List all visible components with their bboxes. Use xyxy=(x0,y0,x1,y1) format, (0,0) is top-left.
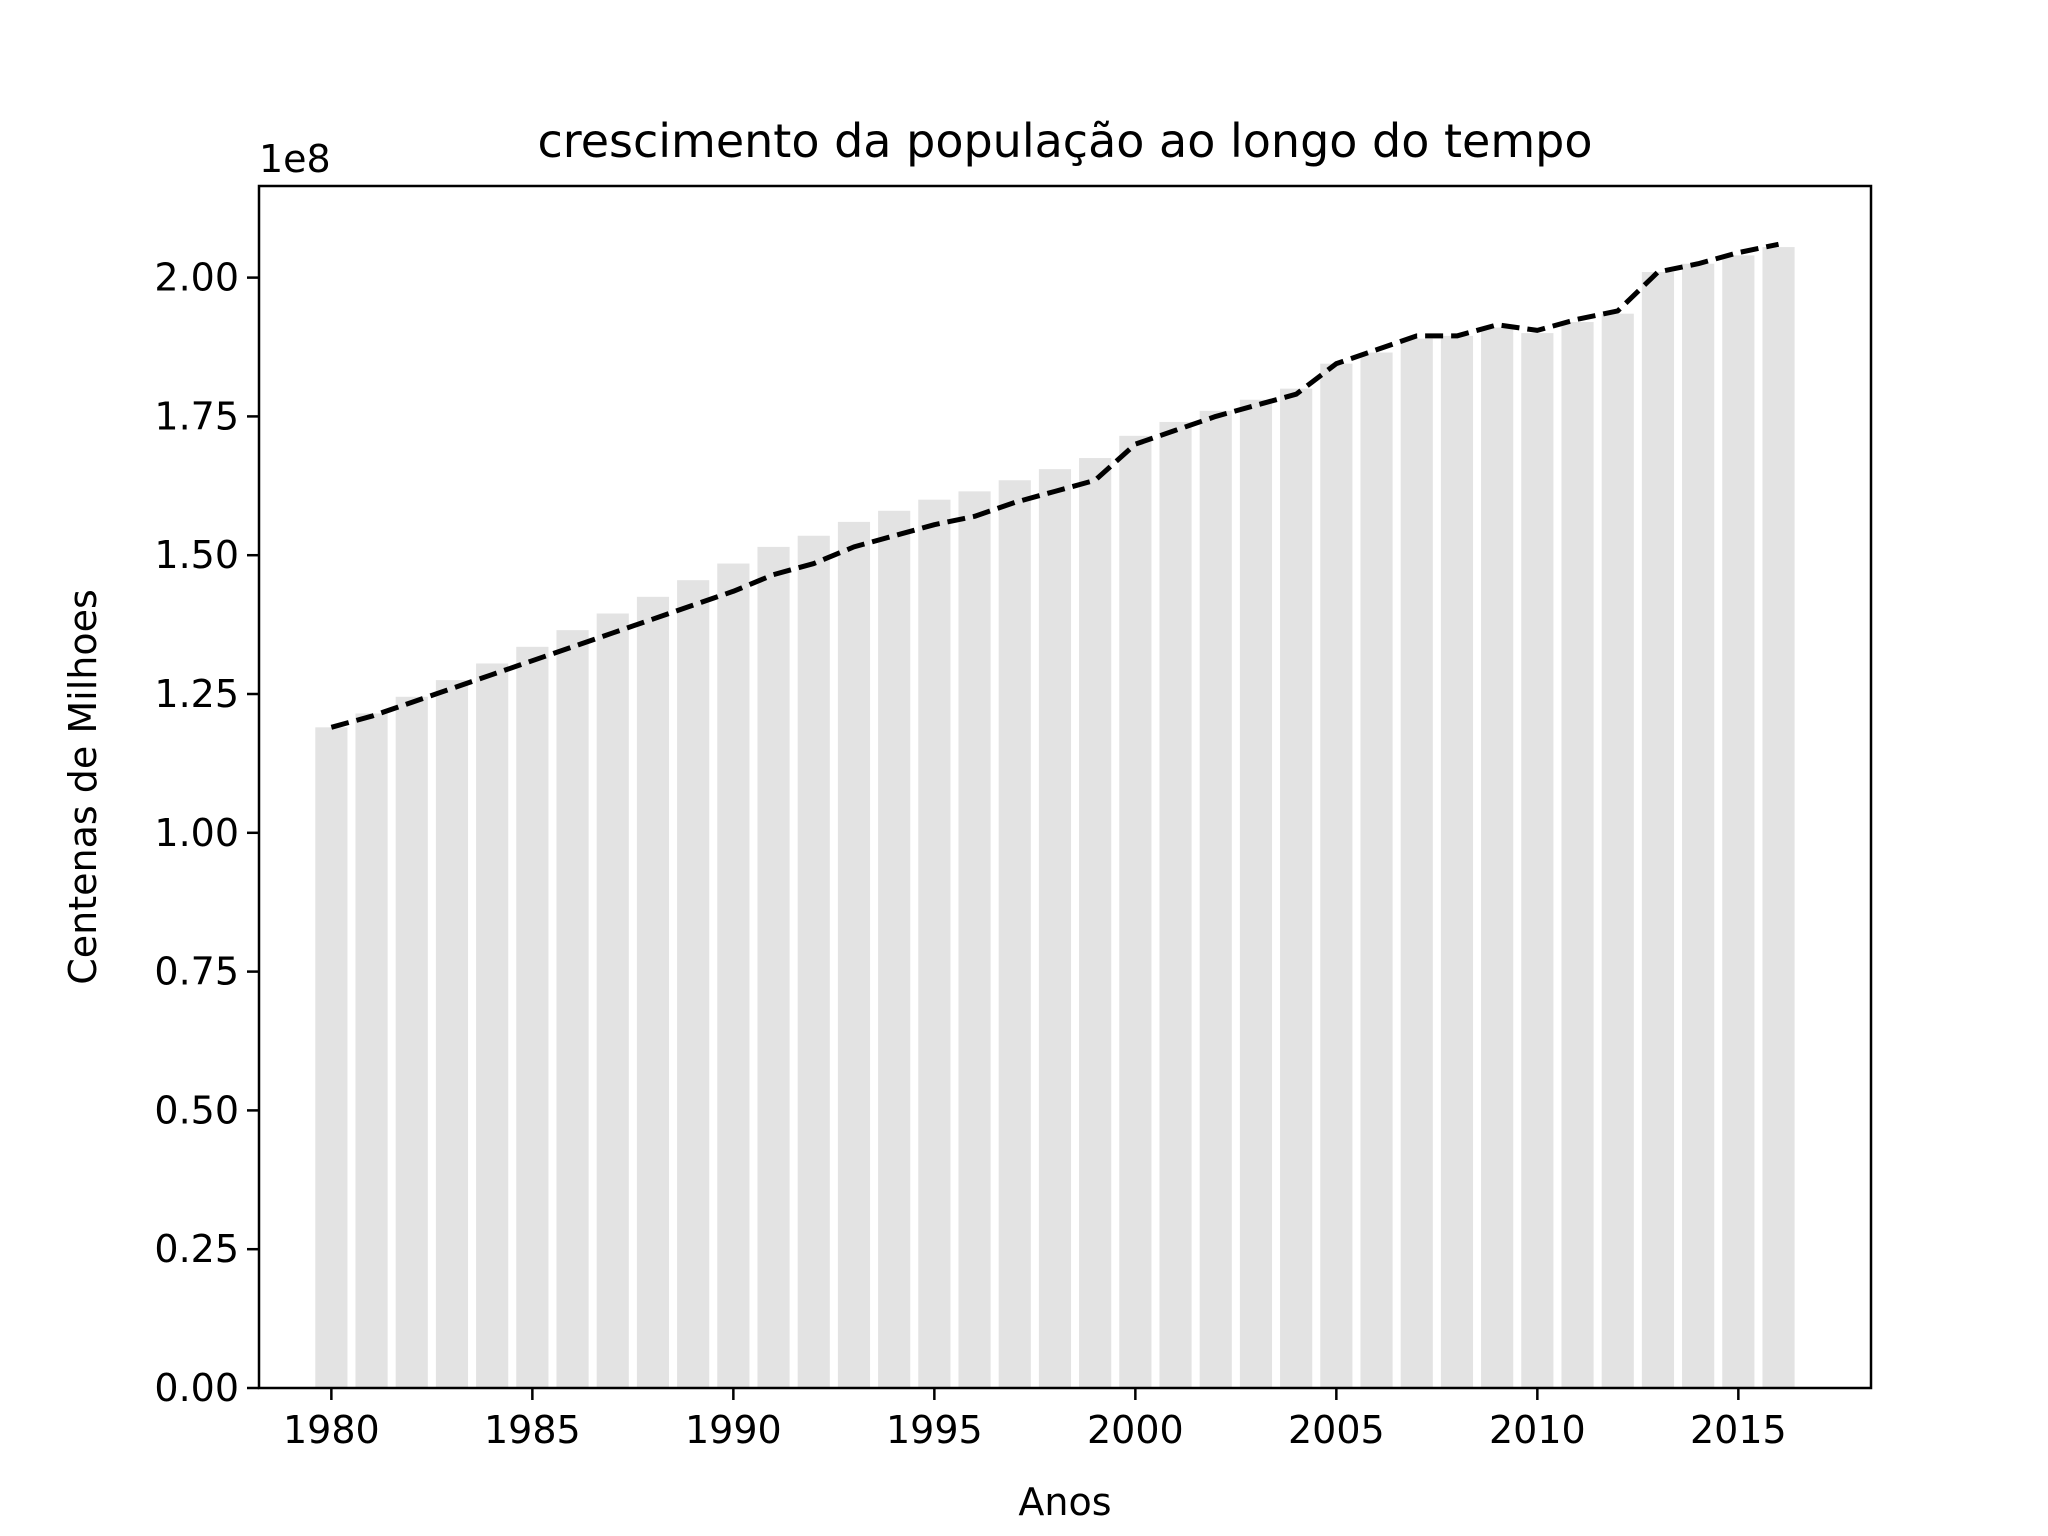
y-tick-label-3: 0.75 xyxy=(154,950,239,994)
bar-1983 xyxy=(435,680,469,1388)
x-tick-label-1985: 1985 xyxy=(484,1408,581,1452)
bar-1990 xyxy=(717,563,750,1388)
bar-2012 xyxy=(1601,313,1634,1388)
y-tick-label-5: 1.25 xyxy=(154,672,239,716)
bar-2011 xyxy=(1561,322,1594,1389)
x-axis-ticks: 1980 1985 1990 1995 2000 2005 2010 2015 xyxy=(283,1388,1787,1452)
bar-2001 xyxy=(1159,421,1192,1388)
bar-2013 xyxy=(1641,272,1675,1388)
bar-2007 xyxy=(1400,338,1433,1389)
bar-1980 xyxy=(315,727,348,1388)
bar-1984 xyxy=(476,663,509,1388)
x-tick-label-1990: 1990 xyxy=(685,1408,782,1452)
x-tick-label-2015: 2015 xyxy=(1690,1408,1787,1452)
bar-1985 xyxy=(516,646,549,1388)
bar-1994 xyxy=(878,510,911,1389)
bar-1998 xyxy=(1038,469,1072,1388)
y-axis-ticks: 0.00 0.25 0.50 0.75 1.00 1.25 1.50 1.75 2.00 xyxy=(154,256,259,1410)
y-axis-offset-label: 1e8 xyxy=(259,137,331,181)
bar-2016 xyxy=(1762,247,1795,1389)
bar-1988 xyxy=(636,596,670,1388)
y-tick-label-0: 0.00 xyxy=(154,1366,239,1410)
y-tick-label-1: 0.25 xyxy=(154,1227,239,1271)
dashed-line-series xyxy=(330,241,1780,730)
y-tick-label-7: 1.75 xyxy=(154,394,239,438)
bar-2002 xyxy=(1199,410,1232,1388)
y-axis-label: Centenas de Milhoes xyxy=(61,589,105,985)
y-tick-label-4: 1.00 xyxy=(154,811,239,855)
bar-2014 xyxy=(1682,263,1715,1388)
x-tick-label-1995: 1995 xyxy=(886,1408,983,1452)
bar-1997 xyxy=(998,480,1031,1388)
population-dashed-line xyxy=(330,241,1780,730)
bar-1993 xyxy=(837,521,871,1388)
bar-2000 xyxy=(1119,435,1152,1388)
bar-2008 xyxy=(1440,335,1474,1388)
y-tick-label-8: 2.00 xyxy=(154,256,239,300)
bar-1999 xyxy=(1079,458,1112,1388)
plot-frame xyxy=(257,184,1873,1390)
bar-2015 xyxy=(1722,255,1755,1388)
x-axis-label: Anos xyxy=(1018,1480,1111,1524)
bar-1981 xyxy=(355,713,388,1388)
bar-1986 xyxy=(556,630,589,1388)
bar-1982 xyxy=(395,696,428,1388)
bar-1987 xyxy=(596,613,629,1388)
y-tick-label-6: 1.50 xyxy=(154,533,239,577)
x-tick-label-2010: 2010 xyxy=(1489,1408,1586,1452)
bar-1991 xyxy=(757,546,790,1388)
bar-2006 xyxy=(1360,352,1393,1389)
y-tick-label-2: 0.50 xyxy=(154,1088,239,1132)
bar-2009 xyxy=(1481,327,1514,1388)
x-tick-label-2000: 2000 xyxy=(1087,1408,1184,1452)
bar-2004 xyxy=(1280,388,1313,1389)
bar-2005 xyxy=(1320,363,1353,1388)
bar-1996 xyxy=(958,491,991,1388)
bar-1992 xyxy=(797,535,830,1388)
bar-2010 xyxy=(1521,333,1554,1389)
x-tick-label-1980: 1980 xyxy=(283,1408,380,1452)
bar-1989 xyxy=(677,580,710,1388)
chart-title: crescimento da população ao longo do tem… xyxy=(538,114,1593,168)
bar-series xyxy=(315,247,1795,1389)
bar-1995 xyxy=(918,499,951,1388)
x-tick-label-2005: 2005 xyxy=(1288,1408,1385,1452)
bar-2003 xyxy=(1239,399,1273,1388)
